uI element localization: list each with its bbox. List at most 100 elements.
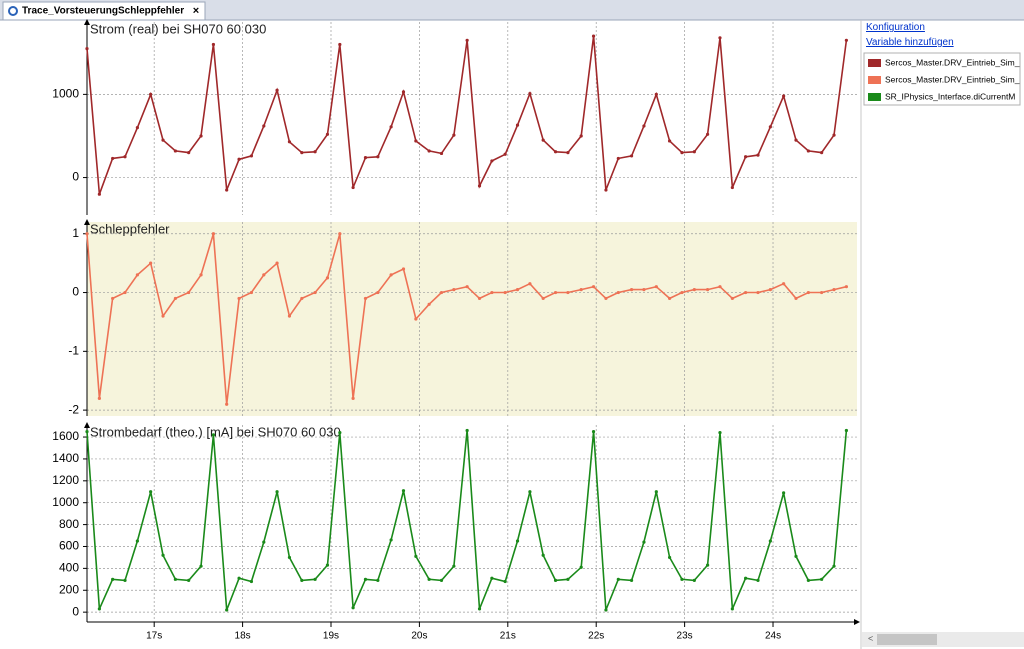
data-point [667,555,672,560]
data-point [730,607,734,611]
legend-label: Sercos_Master.DRV_Eintrieb_Sim_ [885,74,1020,84]
data-point [287,555,292,560]
data-point [351,606,355,610]
data-point [591,285,596,289]
data-point [832,564,836,568]
scroll-left[interactable]: < [868,633,873,643]
y-tick-label: -2 [68,402,79,416]
data-point [541,553,545,557]
data-point [591,429,596,434]
data-point [768,125,772,129]
x-tick-label: 17s [146,631,162,642]
data-point [249,290,254,295]
data-point [187,151,191,155]
data-point [642,288,646,292]
data-point [465,38,469,42]
data-point [427,302,431,306]
data-point [427,149,431,153]
data-point [287,314,292,318]
data-point [211,232,216,236]
data-point [211,433,216,437]
data-point [692,288,696,292]
x-tick-label: 23s [677,631,693,642]
data-point [452,564,456,568]
config-link[interactable]: Konfiguration [866,22,925,33]
data-point [629,578,634,583]
panel-title: Schleppfehler [90,221,170,236]
data-point [490,159,494,163]
x-tick-label: 21s [500,631,516,642]
data-point [515,123,520,127]
data-point [490,576,494,580]
data-point [135,539,139,543]
tab-close[interactable]: × [193,5,199,17]
data-point [832,288,836,292]
data-point [794,296,798,301]
data-point [528,490,532,494]
data-point [768,288,772,292]
data-point [275,261,279,265]
data-point [173,149,178,153]
x-tick-label: 19s [323,631,339,642]
x-tick-label: 20s [411,631,427,642]
data-point [832,133,836,137]
data-point [111,296,115,301]
data-point [718,431,722,435]
data-point [844,428,848,433]
data-point [287,140,292,144]
legend-box [863,52,1021,106]
data-point [111,156,115,161]
data-point [439,290,444,295]
data-point [604,188,608,192]
data-point [591,34,596,38]
data-point [528,282,532,286]
y-tick-label: 1000 [52,495,79,509]
data-point [401,267,406,271]
data-point [161,553,165,557]
data-point [844,285,848,289]
legend-swatch [868,93,881,101]
data-point [338,42,342,47]
data-point [692,578,696,583]
data-point [439,578,444,583]
data-point [427,577,431,581]
y-tick-label: 1 [72,226,79,240]
data-point [225,608,229,612]
scrollbar-thumb[interactable] [877,634,937,645]
data-point [389,125,393,129]
data-point [477,607,482,611]
y-tick-label: 0 [72,170,79,184]
add-variable-link[interactable]: Variable hinzufügen [866,37,954,48]
y-tick-label: -1 [68,344,79,358]
data-point [794,138,798,142]
data-point [515,539,520,543]
data-point [730,185,734,190]
data-point [275,88,279,92]
data-point [528,91,532,96]
data-point [465,285,469,289]
data-point [756,290,760,295]
data-point [744,290,748,295]
data-point [325,132,330,136]
data-point [680,151,684,155]
data-point [389,538,393,542]
data-point [135,273,139,277]
data-point [566,290,570,295]
data-point [414,554,418,558]
data-point [654,490,658,494]
data-point [718,285,722,289]
data-point [237,296,241,301]
data-point [844,38,848,42]
panel-title: Strom (real) bei SH070 60 030 [90,21,266,36]
tab-title: Trace_VorsteuerungSchleppfehler [22,6,184,17]
data-point [553,150,558,154]
plot-area [87,222,857,416]
data-point [541,138,545,142]
data-point [820,290,824,295]
data-point [553,290,558,295]
data-point [616,290,620,295]
data-point [225,402,229,406]
data-point [363,296,368,301]
data-point [161,314,165,318]
x-axis-arrow [854,619,860,625]
